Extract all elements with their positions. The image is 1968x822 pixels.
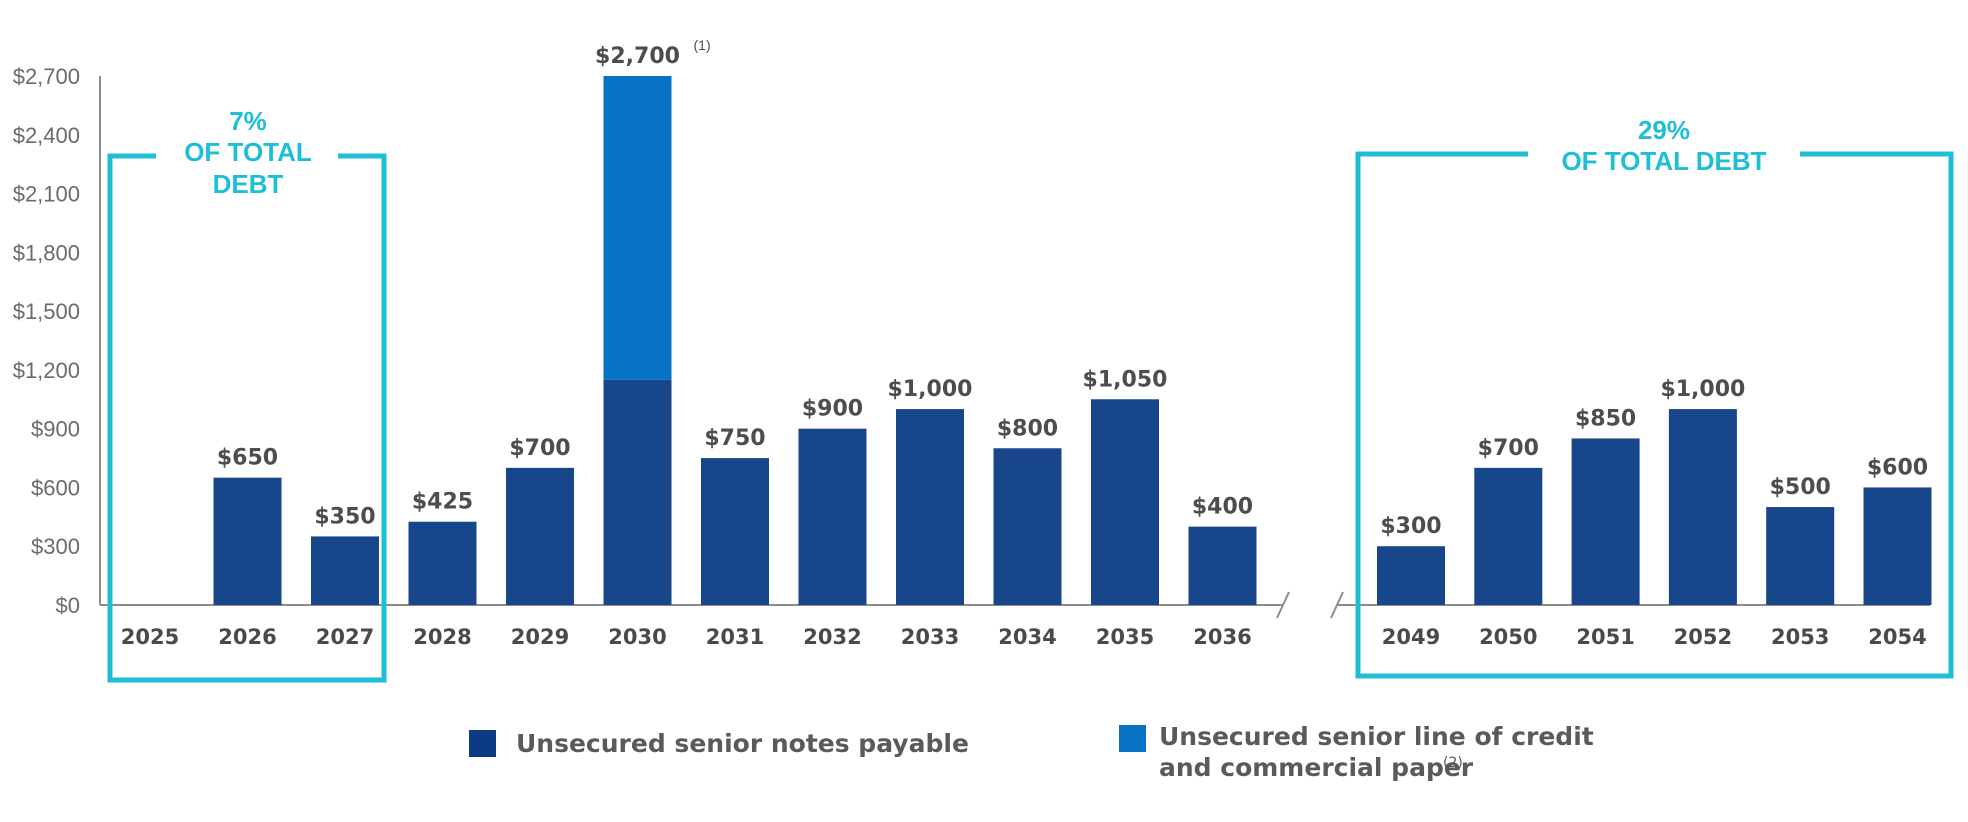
- bar-senior-notes: [506, 467, 574, 605]
- x-tick-label: 2052: [1674, 625, 1732, 649]
- bar-senior-notes: [701, 458, 769, 605]
- bar-senior-notes: [896, 409, 964, 605]
- bar-value-label: $700: [509, 436, 570, 461]
- bar-senior-notes: [213, 477, 282, 605]
- bar-senior-notes: [1188, 526, 1257, 605]
- y-tick-label: $2,700: [13, 64, 80, 89]
- bar-value-label: $1,050: [1083, 367, 1168, 392]
- bar-value-label: $400: [1192, 495, 1253, 520]
- footnote-marker: (1): [694, 37, 711, 53]
- bar-value-label: $750: [704, 426, 765, 451]
- callout-text-right: 29%: [1638, 115, 1690, 145]
- x-tick-label: 2033: [901, 625, 959, 649]
- bar-value-label: $350: [314, 504, 375, 529]
- x-tick-label: 2051: [1576, 625, 1634, 649]
- y-tick-label: $2,100: [13, 182, 80, 207]
- legend-swatch-line-of-credit: [1119, 725, 1146, 752]
- axis-break-mark: [1276, 591, 1290, 619]
- y-tick-label: $2,400: [13, 123, 80, 148]
- legend: Unsecured senior notes payable Unsecured …: [469, 722, 1594, 782]
- x-tick-label: 2026: [218, 625, 276, 649]
- bar-value-label: $600: [1867, 455, 1928, 480]
- bar-senior-notes: [798, 428, 867, 605]
- x-tick-label: 2036: [1193, 625, 1251, 649]
- x-tick-label: 2025: [121, 625, 179, 649]
- legend-swatch-senior-notes: [469, 730, 496, 757]
- bar-senior-notes: [408, 521, 477, 605]
- x-tick-label: 2054: [1868, 625, 1926, 649]
- bar-senior-notes: [603, 379, 672, 605]
- legend-label-senior-notes: Unsecured senior notes payable: [516, 729, 969, 758]
- legend-footnote-marker: (2): [1443, 755, 1463, 771]
- bar-value-label: $500: [1770, 475, 1831, 500]
- bar-value-label: $650: [217, 446, 278, 471]
- bar-senior-notes: [993, 448, 1062, 605]
- axes: $0 $300 $600 $900 $1,200 $1,500 $1,800 $2,100 $2…: [13, 64, 1930, 649]
- bar-senior-notes: [1377, 546, 1445, 605]
- legend-label-line-of-credit: Unsecured senior line of credit: [1159, 722, 1594, 751]
- callout-bracket-left: [107, 153, 387, 683]
- bar-senior-notes: [1571, 438, 1640, 605]
- callout-text-left: 7%: [229, 106, 267, 136]
- x-tick-label: 2028: [413, 625, 471, 649]
- callout-text-right: OF TOTAL DEBT: [1561, 146, 1766, 176]
- x-tick-label: 2031: [706, 625, 764, 649]
- y-tick-label: $1,200: [13, 358, 80, 383]
- y-tick-label: $1,500: [13, 299, 80, 324]
- data-labels: $650 $350 $425 $700 $2,700 (1) $750 $900 $1,000 $…: [217, 37, 1928, 539]
- x-tick-label: 2027: [316, 625, 374, 649]
- bar-value-label: $700: [1478, 436, 1539, 461]
- y-tick-label: $1,800: [13, 240, 80, 265]
- x-tick-label: 2032: [803, 625, 861, 649]
- x-tick-label: 2053: [1771, 625, 1829, 649]
- bar-senior-notes: [1668, 409, 1737, 605]
- bar-senior-notes: [1474, 467, 1543, 605]
- bar-value-label: $1,000: [1660, 377, 1745, 402]
- bar-senior-notes: [311, 536, 379, 605]
- bar-value-label: $425: [412, 490, 473, 515]
- bar-value-label: $800: [997, 416, 1058, 441]
- bars: [213, 76, 1932, 605]
- y-tick-label: $300: [31, 534, 80, 559]
- bar-senior-notes: [1766, 507, 1835, 605]
- x-tick-label: 2030: [608, 625, 666, 649]
- bar-value-label: $2,700: [595, 44, 680, 69]
- bar-value-label: $900: [802, 397, 863, 422]
- y-tick-label: $600: [31, 475, 80, 500]
- bar-senior-notes: [1091, 399, 1159, 605]
- bar-value-label: $850: [1575, 406, 1636, 431]
- x-tick-label: 2050: [1479, 625, 1537, 649]
- bar-value-label: $300: [1380, 514, 1441, 539]
- legend-label-line-of-credit-2: and commercial paper: [1159, 753, 1474, 782]
- x-tick-label: 2049: [1382, 625, 1440, 649]
- y-tick-label: $900: [31, 417, 80, 442]
- x-tick-label: 2035: [1096, 625, 1154, 649]
- x-tick-label: 2034: [998, 625, 1056, 649]
- bar-line-of-credit: [603, 76, 672, 380]
- callout-text-left: DEBT: [213, 169, 284, 199]
- axis-break-mark: [1330, 591, 1344, 619]
- y-tick-label: $0: [56, 593, 80, 618]
- bar-senior-notes: [1863, 487, 1932, 605]
- callout-text-left: OF TOTAL: [184, 137, 312, 167]
- bar-value-label: $1,000: [888, 377, 973, 402]
- x-tick-label: 2029: [511, 625, 569, 649]
- callout-bracket-right: [1355, 151, 1954, 679]
